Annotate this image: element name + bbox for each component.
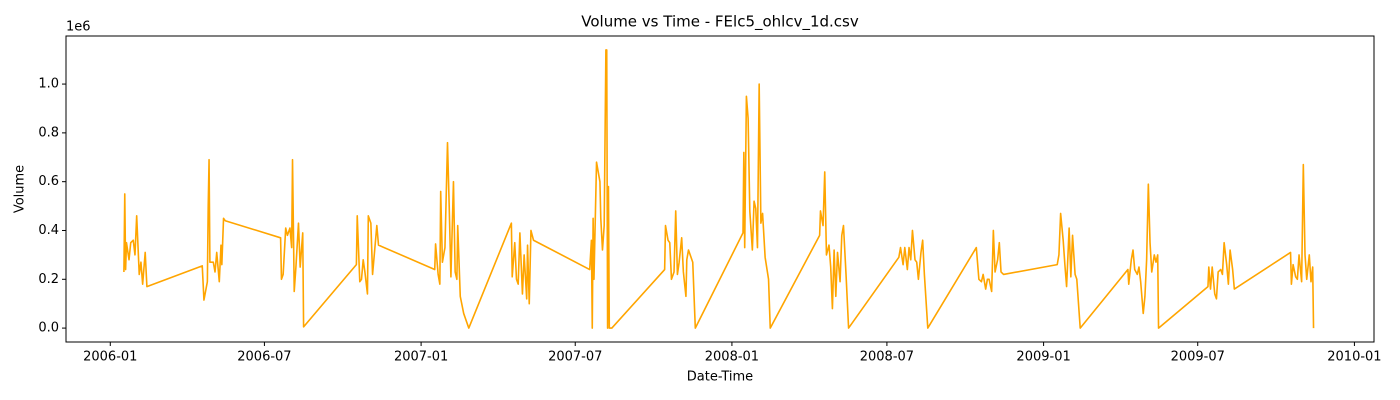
x-tick-label: 2009-07 [1171,350,1225,365]
x-tick-label: 2008-07 [860,350,914,365]
y-tick-label: 0.6 [38,174,59,189]
y-tick-label: 0.4 [38,223,59,238]
volume-line [123,49,1315,329]
x-axis-label: Date-Time [687,370,753,385]
x-tick-label: 2006-01 [83,350,137,365]
x-tick-label: 2007-01 [394,350,448,365]
y-offset-label: 1e6 [66,20,91,35]
x-tick-label: 2009-01 [1016,350,1070,365]
x-tick-label: 2010-01 [1327,350,1381,365]
x-tick-label: 2007-07 [548,350,602,365]
x-tick-label: 2006-07 [237,350,291,365]
chart-title: Volume vs Time - FElc5_ohlcv_1d.csv [581,13,859,32]
y-axis-label: Volume [13,165,28,213]
y-tick-label: 0.2 [38,272,59,287]
y-tick-label: 1.0 [38,77,59,92]
plot-frame [65,35,1375,343]
y-tick-label: 0.8 [38,125,59,140]
x-tick-label: 2008-01 [705,350,759,365]
y-tick-label: 0.0 [38,321,59,336]
